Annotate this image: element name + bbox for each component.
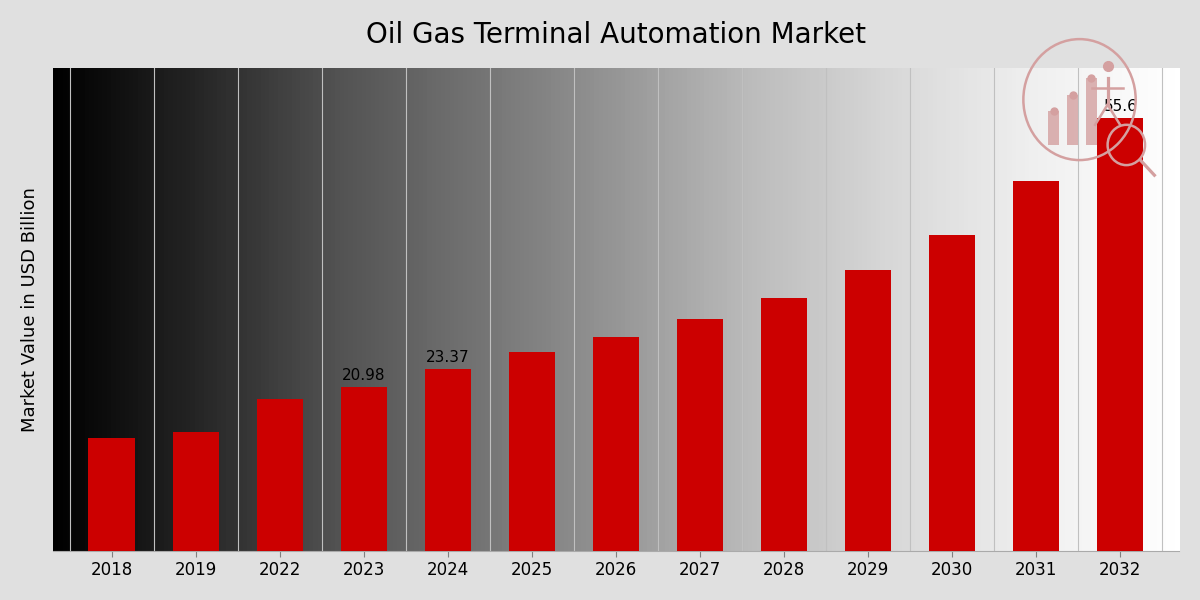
Bar xyxy=(1067,95,1078,145)
Bar xyxy=(1097,118,1144,551)
Y-axis label: Market Value in USD Billion: Market Value in USD Billion xyxy=(20,187,38,432)
Bar xyxy=(677,319,724,551)
Bar xyxy=(1013,181,1060,551)
Bar xyxy=(761,298,808,551)
Bar xyxy=(1086,78,1097,145)
Text: 23.37: 23.37 xyxy=(426,350,469,365)
Bar xyxy=(845,271,892,551)
Bar xyxy=(1049,112,1060,145)
Bar xyxy=(593,337,640,551)
Title: Oil Gas Terminal Automation Market: Oil Gas Terminal Automation Market xyxy=(366,21,866,49)
Bar xyxy=(425,369,470,551)
Text: 20.98: 20.98 xyxy=(342,368,385,383)
Bar xyxy=(929,235,976,551)
Bar xyxy=(509,352,554,551)
Bar xyxy=(257,399,302,551)
Text: 55.6: 55.6 xyxy=(1103,99,1138,114)
Bar xyxy=(341,388,386,551)
Bar xyxy=(89,438,134,551)
Bar xyxy=(173,433,218,551)
